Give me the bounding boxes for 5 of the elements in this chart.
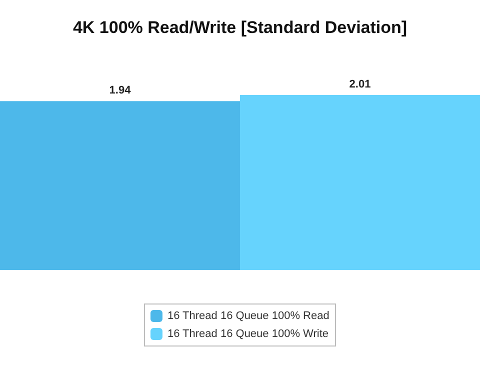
legend-label: 16 Thread 16 Queue 100% Read <box>167 310 330 322</box>
legend-label: 16 Thread 16 Queue 100% Write <box>167 328 328 340</box>
data-label: 1.94 <box>109 84 132 97</box>
data-label: 2.01 <box>349 78 371 90</box>
chart-title: 4K 100% Read/Write [Standard Deviation] <box>72 18 408 37</box>
